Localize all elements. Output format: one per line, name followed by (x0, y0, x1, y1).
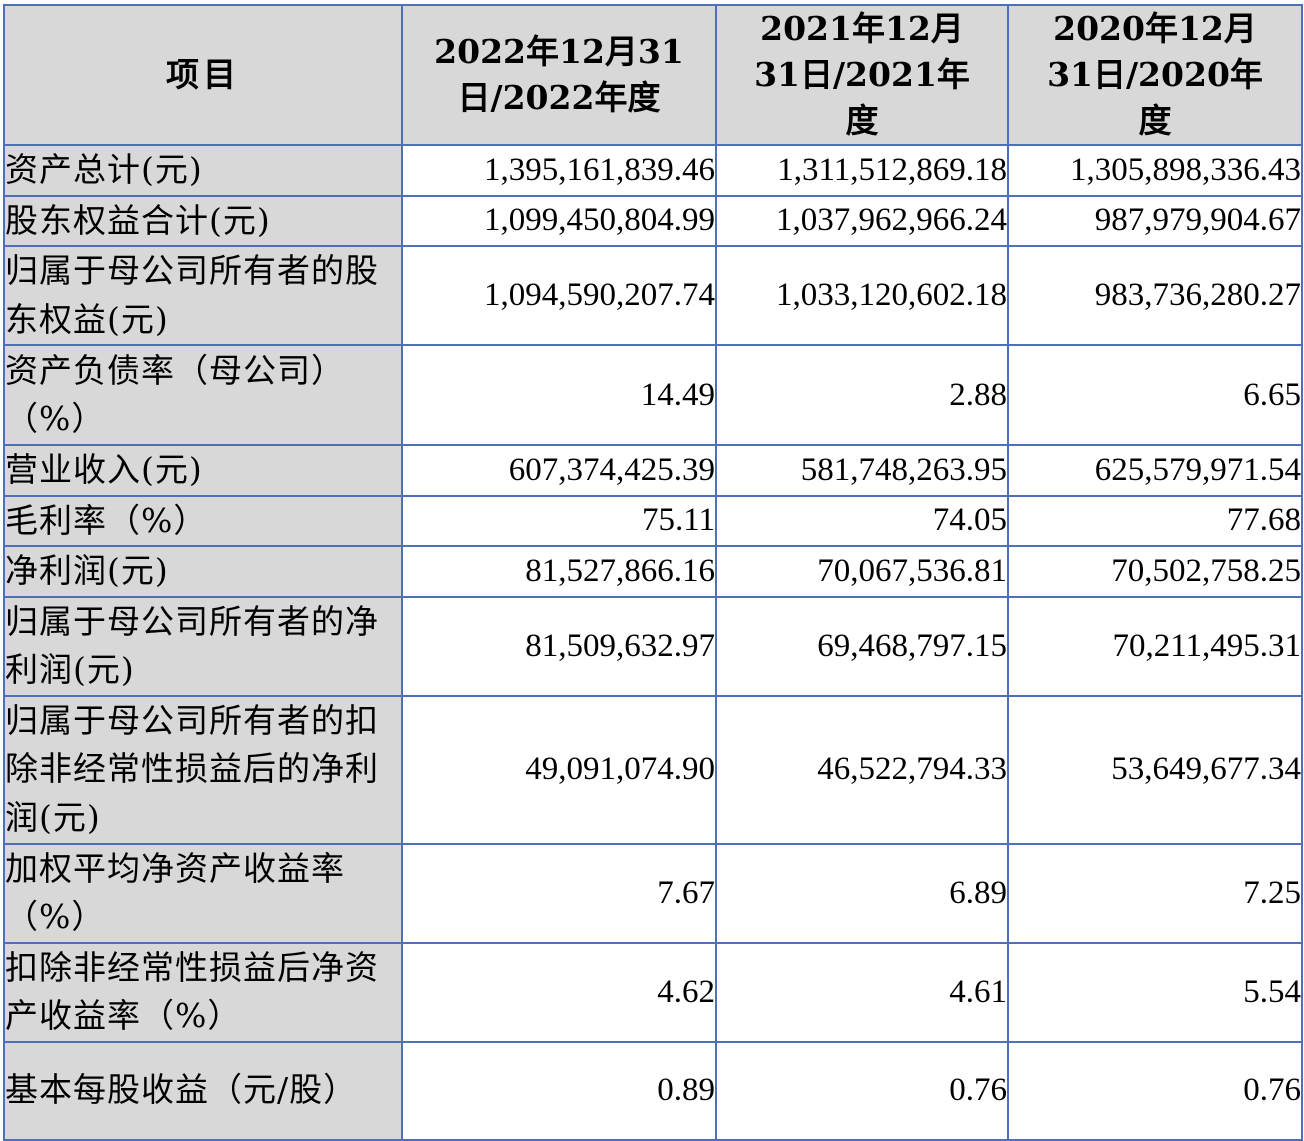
financial-table: 项目 2022年12月31日/2022年度 2021年12月31日/2021年度… (3, 4, 1303, 1141)
value-2020: 7.25 (1007, 842, 1303, 944)
value-2021: 2.88 (715, 344, 1009, 446)
header-item: 项目 (3, 4, 403, 146)
value-2021: 1,037,962,966.24 (715, 194, 1009, 247)
value-2022: 14.49 (401, 344, 717, 446)
value-2021: 4.61 (715, 941, 1009, 1043)
value-2021: 1,033,120,602.18 (715, 245, 1009, 346)
value-2020: 1,305,898,336.43 (1007, 144, 1303, 197)
value-2022: 1,094,590,207.74 (401, 245, 717, 346)
table-row: 加权平均净资产收益率（%） 7.67 6.89 7.25 (3, 842, 1303, 944)
value-2022: 81,527,866.16 (401, 545, 717, 598)
row-label: 资产负债率（母公司）（%） (3, 344, 403, 446)
value-2022: 4.62 (401, 941, 717, 1043)
value-2021: 69,468,797.15 (715, 595, 1009, 697)
row-label: 基本每股收益（元/股） (3, 1040, 403, 1141)
row-label: 扣除非经常性损益后净资产收益率（%） (3, 941, 403, 1043)
value-2022: 0.89 (401, 1040, 717, 1141)
value-2021: 1,311,512,869.18 (715, 144, 1009, 197)
value-2020: 0.76 (1007, 1040, 1303, 1141)
value-2021: 0.76 (715, 1040, 1009, 1141)
value-2022: 1,395,161,839.46 (401, 144, 717, 197)
value-2021: 581,748,263.95 (715, 444, 1009, 497)
value-2022: 81,509,632.97 (401, 595, 717, 697)
table-row: 股东权益合计(元) 1,099,450,804.99 1,037,962,966… (3, 194, 1303, 247)
row-label: 归属于母公司所有者的股东权益(元) (3, 245, 403, 346)
value-2020: 70,211,495.31 (1007, 595, 1303, 697)
table-row: 基本每股收益（元/股） 0.89 0.76 0.76 (3, 1040, 1303, 1141)
row-label: 归属于母公司所有者的扣除非经常性损益后的净利润(元) (3, 694, 403, 845)
table-row: 归属于母公司所有者的股东权益(元) 1,094,590,207.74 1,033… (3, 245, 1303, 346)
table-row: 净利润(元) 81,527,866.16 70,067,536.81 70,50… (3, 545, 1303, 598)
value-2021: 74.05 (715, 494, 1009, 547)
value-2020: 987,979,904.67 (1007, 194, 1303, 247)
row-label: 净利润(元) (3, 545, 403, 598)
table-row: 归属于母公司所有者的净利润(元) 81,509,632.97 69,468,79… (3, 595, 1303, 697)
table-row: 营业收入(元) 607,374,425.39 581,748,263.95 62… (3, 444, 1303, 497)
value-2020: 983,736,280.27 (1007, 245, 1303, 346)
value-2020: 70,502,758.25 (1007, 545, 1303, 598)
table-row: 归属于母公司所有者的扣除非经常性损益后的净利润(元) 49,091,074.90… (3, 694, 1303, 845)
row-label: 营业收入(元) (3, 444, 403, 497)
table-row: 资产总计(元) 1,395,161,839.46 1,311,512,869.1… (3, 144, 1303, 197)
row-label: 加权平均净资产收益率（%） (3, 842, 403, 944)
header-2021: 2021年12月31日/2021年度 (715, 4, 1009, 146)
value-2021: 70,067,536.81 (715, 545, 1009, 598)
value-2020: 77.68 (1007, 494, 1303, 547)
table-row: 毛利率（%） 75.11 74.05 77.68 (3, 494, 1303, 547)
value-2022: 49,091,074.90 (401, 694, 717, 845)
table-row: 资产负债率（母公司）（%） 14.49 2.88 6.65 (3, 344, 1303, 446)
value-2021: 46,522,794.33 (715, 694, 1009, 845)
row-label: 毛利率（%） (3, 494, 403, 547)
value-2022: 607,374,425.39 (401, 444, 717, 497)
row-label: 股东权益合计(元) (3, 194, 403, 247)
value-2020: 5.54 (1007, 941, 1303, 1043)
header-row: 项目 2022年12月31日/2022年度 2021年12月31日/2021年度… (3, 4, 1303, 146)
value-2022: 7.67 (401, 842, 717, 944)
value-2021: 6.89 (715, 842, 1009, 944)
value-2020: 53,649,677.34 (1007, 694, 1303, 845)
table-row: 扣除非经常性损益后净资产收益率（%） 4.62 4.61 5.54 (3, 941, 1303, 1043)
header-2022: 2022年12月31日/2022年度 (401, 4, 717, 146)
row-label: 归属于母公司所有者的净利润(元) (3, 595, 403, 697)
value-2022: 1,099,450,804.99 (401, 194, 717, 247)
value-2020: 6.65 (1007, 344, 1303, 446)
row-label: 资产总计(元) (3, 144, 403, 197)
header-2020: 2020年12月31日/2020年度 (1007, 4, 1303, 146)
value-2022: 75.11 (401, 494, 717, 547)
value-2020: 625,579,971.54 (1007, 444, 1303, 497)
